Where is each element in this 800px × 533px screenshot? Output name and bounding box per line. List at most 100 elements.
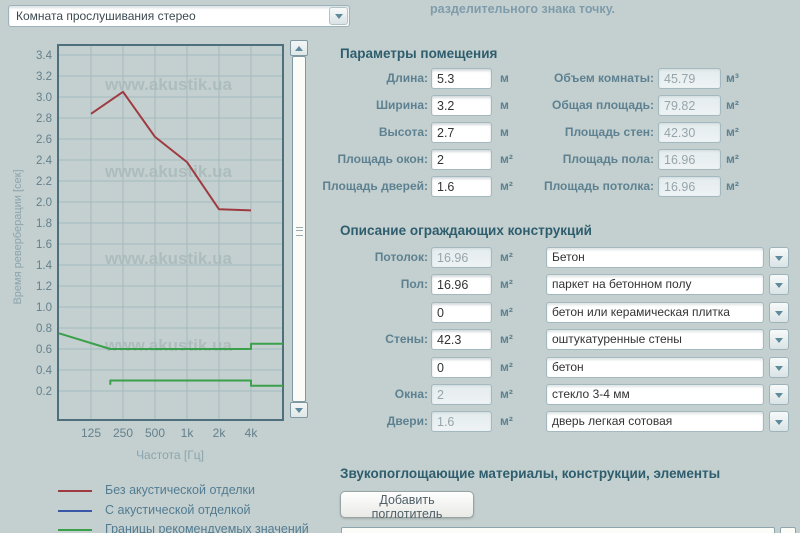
- length-label: Длина:: [386, 71, 428, 85]
- y-tick-label: 2.0: [36, 197, 52, 209]
- x-tick-label: 2k: [213, 426, 227, 440]
- y-tick-label: 0.4: [36, 365, 53, 377]
- doors-unit: м²: [500, 414, 513, 428]
- chart-scrollbar[interactable]: [290, 40, 308, 418]
- legend-line-swatch: [58, 490, 92, 492]
- ceiling-material-select[interactable]: Бетон: [546, 247, 764, 268]
- windows-unit: м²: [500, 387, 513, 401]
- room-preset-value: Комната прослушивания стерео: [16, 9, 196, 23]
- scroll-up-button[interactable]: [290, 40, 308, 56]
- room-preset-select[interactable]: Комната прослушивания стерео: [8, 5, 350, 27]
- add-absorber-button[interactable]: Добавить поглотитель: [340, 491, 474, 521]
- legend-line-swatch: [58, 509, 92, 512]
- doors-input: [431, 411, 492, 432]
- ceiling-material-dropdown-button[interactable]: [769, 247, 789, 268]
- absorbers-table-scroll-button[interactable]: [780, 527, 796, 533]
- windows-area-unit: м²: [500, 152, 513, 166]
- watermark-text: www.akustik.ua: [104, 162, 232, 181]
- ceiling-unit: м²: [500, 250, 513, 264]
- y-tick-label: 0.8: [36, 323, 52, 335]
- room-volume-input: [658, 68, 721, 89]
- ceiling-area-label: Площадь потолка:: [543, 179, 654, 193]
- walls-material-dropdown-button[interactable]: [769, 329, 789, 350]
- y-tick-label: 3.4: [36, 50, 53, 62]
- length-unit: м: [500, 71, 509, 85]
- absorbers-title: Звукопоглощающие материалы, конструкции,…: [340, 466, 721, 481]
- windows-area-input[interactable]: [431, 149, 492, 170]
- scroll-down-button[interactable]: [290, 402, 308, 418]
- walls-extra-material-dropdown-button[interactable]: [769, 357, 789, 378]
- walls-area-unit: м²: [726, 125, 739, 139]
- width-input[interactable]: [431, 95, 492, 116]
- ceiling-input: [431, 247, 492, 268]
- floor-input[interactable]: [431, 274, 492, 295]
- y-tick-label: 1.0: [36, 302, 52, 314]
- floor-extra-input[interactable]: [431, 302, 492, 323]
- legend-item: Границы рекомендуемых значений: [58, 522, 328, 533]
- scrollbar-thumb-grip[interactable]: [296, 227, 303, 236]
- y-axis-label: Время реверберации [сек]: [12, 169, 24, 304]
- y-tick-label: 1.4: [36, 260, 53, 272]
- chevron-down-icon[interactable]: [329, 7, 348, 25]
- walls-unit: м²: [500, 332, 513, 346]
- watermark-text: www.akustik.ua: [104, 75, 232, 94]
- windows-area-label: Площадь окон:: [337, 152, 428, 166]
- doors-area-unit: м²: [500, 179, 513, 193]
- floor-extra-material-select[interactable]: бетон или керамическая плитка: [546, 302, 764, 323]
- plot-frame: [57, 44, 284, 421]
- ceiling-area-input: [658, 176, 721, 197]
- room-volume-label: Объем комнаты:: [553, 71, 654, 85]
- walls-area-input: [658, 122, 721, 143]
- legend-line-swatch: [58, 529, 92, 531]
- legend-item: Без акустической отделки: [58, 483, 328, 502]
- doors-label: Двери:: [386, 414, 428, 428]
- legend-label: С акустической отделкой: [105, 502, 251, 517]
- walls-extra-material-select[interactable]: бетон: [546, 357, 764, 378]
- absorbers-table-top-edge: [341, 527, 775, 533]
- floor-unit: м²: [500, 277, 513, 291]
- legend-label: Без акустической отделки: [105, 483, 256, 497]
- y-tick-label: 1.2: [36, 281, 52, 293]
- legend-label: Границы рекомендуемых значений: [105, 522, 309, 533]
- windows-label: Окна:: [394, 387, 428, 401]
- y-tick-label: 2.2: [36, 176, 52, 188]
- y-tick-label: 3.0: [36, 92, 52, 104]
- y-tick-label: 1.6: [36, 239, 52, 251]
- floor-area-input: [658, 149, 721, 170]
- walls-extra-input[interactable]: [431, 357, 492, 378]
- total-area-label: Общая площадь:: [551, 98, 654, 112]
- length-input[interactable]: [431, 68, 492, 89]
- floor-material-dropdown-button[interactable]: [769, 274, 789, 295]
- width-label: Ширина:: [375, 98, 428, 112]
- doors-area-input[interactable]: [431, 176, 492, 197]
- doors-material-select[interactable]: дверь легкая сотовая: [546, 411, 764, 432]
- x-tick-label: 1k: [181, 426, 195, 440]
- floor-material-select[interactable]: паркет на бетонном полу: [546, 274, 764, 295]
- height-label: Высота:: [378, 125, 428, 139]
- floor-label: Пол:: [400, 277, 428, 291]
- x-tick-label: 125: [81, 426, 101, 440]
- doors-material-dropdown-button[interactable]: [769, 411, 789, 432]
- scrollbar-track[interactable]: [292, 56, 306, 402]
- walls-material-select[interactable]: оштукатуренные стены: [546, 329, 764, 350]
- walls-area-label: Площадь стен:: [564, 125, 654, 139]
- watermark-text: www.akustik.ua: [104, 336, 232, 355]
- chart-legend: Без акустической отделки С акустической о…: [58, 483, 328, 533]
- height-input[interactable]: [431, 122, 492, 143]
- walls-input[interactable]: [431, 329, 492, 350]
- watermark-text: www.akustik.ua: [104, 249, 232, 268]
- y-tick-label: 0.6: [36, 344, 52, 356]
- room-params-title: Параметры помещения: [340, 46, 498, 61]
- windows-material-select[interactable]: стекло 3-4 мм: [546, 384, 764, 405]
- windows-material-dropdown-button[interactable]: [769, 384, 789, 405]
- constructions-title: Описание ограждающих конструкций: [340, 223, 592, 238]
- ceiling-label: Потолок:: [374, 250, 428, 264]
- y-tick-label: 0.2: [36, 386, 52, 398]
- y-tick-label: 1.8: [36, 218, 52, 230]
- y-tick-label: 3.2: [36, 71, 52, 83]
- series-line: [58, 332, 283, 350]
- floor-extra-material-dropdown-button[interactable]: [769, 302, 789, 323]
- floor-extra-unit: м²: [500, 305, 513, 319]
- reverberation-chart: www.akustik.ua www.akustik.ua www.akustik.…: [12, 44, 284, 462]
